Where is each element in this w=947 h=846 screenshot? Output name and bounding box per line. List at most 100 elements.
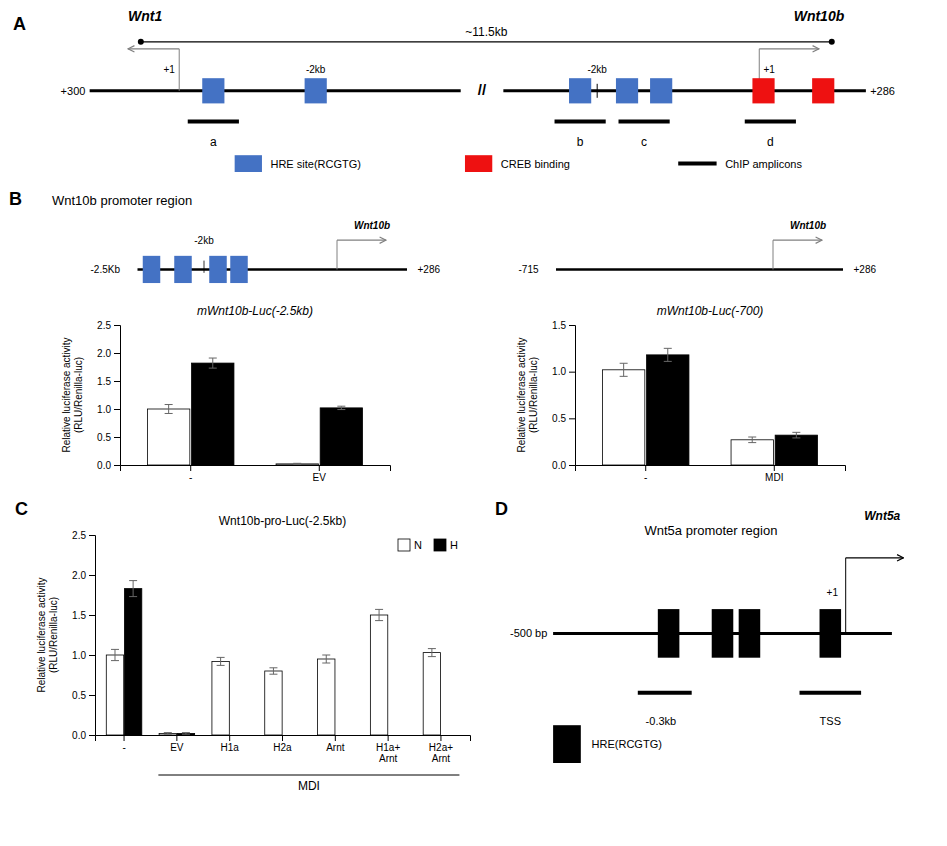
bar — [602, 370, 644, 465]
figure: A~11.5kb//+300+286+1Wnt1+1Wnt10b-2kb-2kb… — [0, 0, 947, 846]
legend-swatch — [465, 155, 492, 172]
tick: 1.5 — [97, 376, 120, 387]
error-bar — [428, 649, 436, 657]
tick-label: 0.0 — [552, 460, 566, 471]
tick: 1.0 — [97, 404, 120, 415]
position-tick — [597, 84, 598, 98]
panel-d: DWnt5a promoter region+1Wnt5a-500 bp-0.3… — [495, 499, 903, 763]
chart-title: Wnt10b-pro-Luc(-2.5kb) — [219, 514, 346, 528]
tick-label: 1.0 — [552, 366, 566, 377]
hre-site — [650, 78, 672, 103]
tick: 2.5 — [72, 530, 95, 541]
hre-site — [143, 256, 161, 283]
panel-letter: C — [15, 499, 28, 519]
genomic-line — [503, 89, 866, 92]
bracket — [158, 775, 459, 776]
error-bar — [792, 432, 800, 438]
bar-chart: 0.00.51.01.52.02.5-EVmWnt10b-Luc(-2.5kb)… — [61, 304, 391, 483]
tick-label: 2.0 — [97, 348, 111, 359]
tick: 0.5 — [552, 413, 575, 424]
x-axis: - EV — [121, 465, 391, 483]
text-line: H1a+ — [376, 742, 400, 753]
error-bar — [322, 655, 330, 663]
tick: EV — [313, 465, 327, 483]
axis-title: Relative luciferase activity(RLU/Renilla… — [61, 337, 84, 452]
bar-chart: 0.00.51.01.5-MDImWnt10b-Luc(-700)Relativ… — [516, 304, 846, 483]
tick-mark — [569, 418, 575, 419]
tick: H2a — [273, 735, 292, 753]
tick: MDI — [765, 465, 783, 483]
tick-mark — [114, 437, 120, 438]
tick-mark — [89, 575, 95, 576]
arrow — [337, 240, 386, 241]
tick-label: - — [189, 472, 192, 483]
label: +286 — [418, 264, 441, 275]
hre-site — [230, 256, 248, 283]
tick: 0.0 — [72, 730, 95, 741]
chip-amplicon — [638, 691, 692, 695]
error-bar — [164, 733, 172, 735]
tss-line — [179, 49, 180, 91]
tick-mark — [569, 325, 575, 326]
label: -0.3kb — [646, 715, 677, 727]
text-line: H2a+ — [429, 742, 453, 753]
chip-amplicon — [800, 691, 862, 695]
promoter-line — [556, 268, 843, 271]
tick: 0.0 — [97, 460, 120, 471]
axis-title: Relative luciferase activity(RLU/Renilla… — [36, 577, 59, 692]
chip-amplicon — [619, 120, 670, 124]
tss-line — [845, 558, 846, 634]
tick: - — [122, 735, 125, 753]
panel-title: Wnt10b promoter region — [52, 193, 192, 208]
tick: 0.5 — [97, 432, 120, 443]
tick-label: 0.5 — [552, 413, 566, 424]
tick-label: Arnt — [326, 742, 345, 753]
tick-mark — [190, 465, 191, 471]
panel-a: A~11.5kb//+300+286+1Wnt1+1Wnt10b-2kb-2kb… — [13, 8, 895, 172]
error-bar — [111, 649, 119, 660]
tick-mark — [89, 655, 95, 656]
tick: Arnt — [326, 735, 345, 753]
gene-label: Wnt10b — [794, 8, 845, 24]
tick: 1.0 — [552, 366, 575, 377]
tick-mark — [335, 735, 336, 741]
creb-site — [752, 78, 774, 103]
arrow — [846, 557, 904, 558]
gene-label: Wnt10b — [354, 220, 390, 231]
bar — [370, 615, 387, 735]
chip-amplicon — [745, 120, 796, 124]
break-mark: // — [478, 81, 487, 98]
error-bar — [337, 406, 345, 409]
legend-swatch — [434, 539, 446, 551]
legend-swatch — [553, 725, 581, 763]
axis-line — [121, 466, 391, 472]
bar — [159, 733, 176, 735]
bar — [177, 733, 194, 735]
error-bar — [375, 609, 383, 620]
bar — [775, 435, 817, 465]
tick-label: 0.0 — [97, 460, 111, 471]
error-bar — [620, 363, 628, 376]
legend-label: H — [450, 539, 458, 551]
text-line: Relative luciferase activity — [36, 577, 47, 692]
tick: 1.0 — [72, 650, 95, 661]
y-axis: 0.00.51.01.5 — [552, 320, 575, 471]
tick-mark — [569, 465, 575, 466]
label: -2.5Kb — [91, 264, 121, 275]
tick-mark — [114, 465, 120, 466]
hre-site — [305, 78, 327, 103]
gene-label: Wnt5a — [864, 509, 900, 523]
hre-site — [202, 78, 224, 103]
tick-mark — [440, 735, 441, 741]
text-line: Arnt — [379, 753, 398, 764]
label: d — [767, 135, 774, 149]
text-line: Arnt — [432, 753, 451, 764]
bar — [106, 655, 123, 735]
tick-mark — [645, 465, 646, 471]
hre-site — [174, 256, 192, 283]
legend-label: CREB binding — [501, 158, 570, 170]
tick-label: H2a+Arnt — [429, 742, 453, 764]
label: -2kb — [194, 235, 214, 246]
genomic-line — [90, 89, 461, 92]
error-bar — [293, 463, 301, 464]
